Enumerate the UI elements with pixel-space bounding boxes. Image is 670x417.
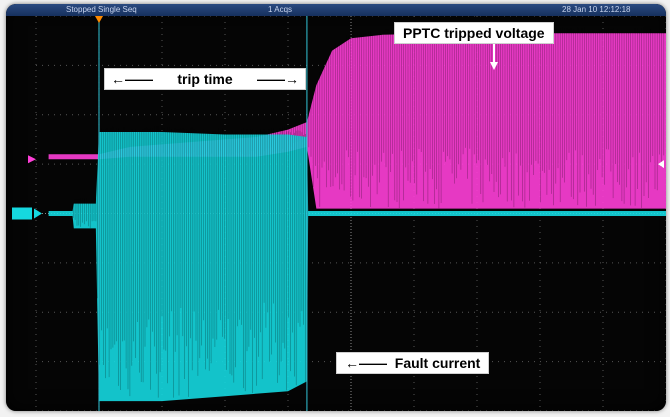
fault-current-callout: ←―― Fault current (336, 352, 490, 374)
oscilloscope-screen: Stopped Single Seq 1 Acqs 28 Jan 10 12:1… (6, 4, 666, 411)
current-ground-pointer-icon (34, 208, 42, 219)
current-trace-envelope (48, 132, 666, 402)
right-arrow-icon: ――→ (257, 71, 299, 87)
trigger-level-marker-icon (658, 160, 664, 169)
pptc-label: PPTC tripped voltage (403, 25, 545, 41)
left-arrow-icon: ←―― (111, 71, 153, 87)
acquisition-count-text: 1 Acqs (268, 5, 293, 14)
down-arrow-icon (490, 62, 498, 70)
left-arrow-icon: ←―― (345, 355, 391, 371)
voltage-trace-envelope (48, 33, 666, 209)
current-trace-noise (72, 126, 308, 398)
current-ground-marker-icon (12, 207, 32, 220)
trip-time-callout: ←―― trip time ――→ (104, 68, 306, 90)
timestamp-text: 28 Jan 10 12:12:18 (562, 5, 631, 14)
scope-status-bar: Stopped Single Seq 1 Acqs 28 Jan 10 12:1… (6, 4, 666, 16)
fault-current-label: Fault current (394, 355, 481, 371)
pptc-tripped-voltage-callout: PPTC tripped voltage (394, 22, 554, 44)
acquisition-mode-text: Stopped Single Seq (66, 5, 137, 14)
trip-time-label: trip time (177, 71, 233, 87)
scope-plot (12, 15, 666, 411)
trigger-marker-icon (95, 16, 103, 23)
voltage-ground-marker-icon (28, 155, 36, 164)
